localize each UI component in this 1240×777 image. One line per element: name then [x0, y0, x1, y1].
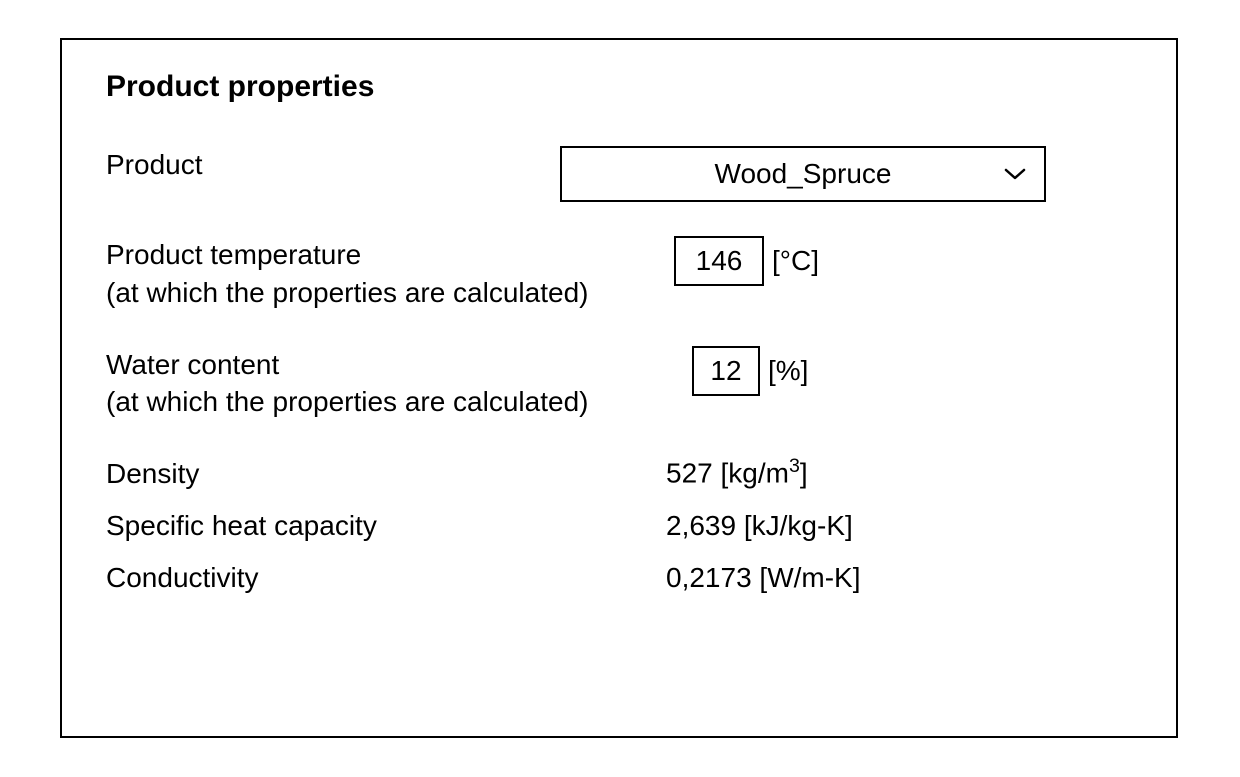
temperature-label-group: Product temperature (at which the proper…	[106, 236, 606, 312]
water-content-input[interactable]: 12	[692, 346, 760, 396]
conductivity-value: 0,2173	[666, 562, 752, 593]
temperature-value: 146	[696, 245, 743, 277]
water-content-unit: [%]	[768, 355, 808, 387]
density-row: Density 527 [kg/m3]	[106, 455, 1136, 489]
temperature-label: Product temperature	[106, 236, 606, 274]
conductivity-row: Conductivity 0,2173 [W/m-K]	[106, 562, 1136, 594]
conductivity-value-group: 0,2173 [W/m-K]	[666, 562, 861, 594]
temperature-unit: [°C]	[772, 245, 819, 277]
conductivity-label: Conductivity	[106, 562, 666, 594]
density-value-group: 527 [kg/m3]	[666, 455, 808, 489]
water-content-label-group: Water content (at which the properties a…	[106, 346, 606, 422]
product-dropdown-value: Wood_Spruce	[562, 158, 1044, 190]
chevron-down-icon	[1004, 167, 1026, 181]
temperature-sublabel: (at which the properties are calculated)	[106, 274, 606, 312]
temperature-value-group: 146 [°C]	[606, 236, 819, 286]
water-content-value-group: 12 [%]	[606, 346, 808, 396]
density-unit-sup: 3	[789, 455, 800, 477]
water-content-label: Water content	[106, 346, 606, 384]
temperature-row: Product temperature (at which the proper…	[106, 236, 1136, 312]
density-unit-prefix: [kg/m	[713, 458, 789, 489]
water-content-sublabel: (at which the properties are calculated)	[106, 383, 606, 421]
conductivity-unit: [W/m-K]	[752, 562, 861, 593]
water-content-row: Water content (at which the properties a…	[106, 346, 1136, 422]
specific-heat-label: Specific heat capacity	[106, 510, 666, 542]
panel-title: Product properties	[106, 70, 1136, 104]
water-content-value: 12	[710, 355, 741, 387]
specific-heat-value: 2,639	[666, 510, 736, 541]
product-row: Product Wood_Spruce	[106, 146, 1136, 202]
product-dropdown[interactable]: Wood_Spruce	[560, 146, 1046, 202]
specific-heat-value-group: 2,639 [kJ/kg-K]	[666, 510, 853, 542]
product-label: Product	[106, 146, 606, 184]
specific-heat-unit: [kJ/kg-K]	[736, 510, 853, 541]
density-value: 527	[666, 458, 713, 489]
density-label: Density	[106, 458, 666, 490]
temperature-input[interactable]: 146	[674, 236, 764, 286]
specific-heat-row: Specific heat capacity 2,639 [kJ/kg-K]	[106, 510, 1136, 542]
product-properties-panel: Product properties Product Wood_Spruce P…	[60, 38, 1178, 738]
density-unit-suffix: ]	[800, 458, 808, 489]
